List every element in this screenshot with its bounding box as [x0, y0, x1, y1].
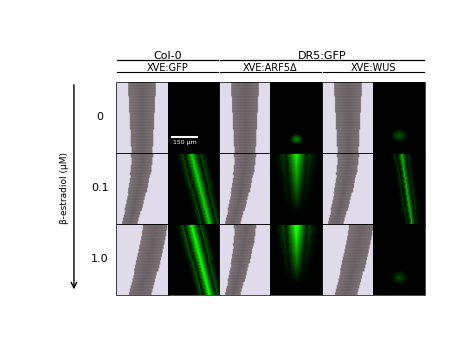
- Text: 0.1: 0.1: [91, 183, 109, 193]
- Text: Col-0: Col-0: [153, 51, 182, 61]
- Bar: [322, 153, 374, 224]
- Text: XVE:WUS: XVE:WUS: [351, 63, 396, 73]
- Bar: [219, 224, 271, 295]
- Text: 150 μm: 150 μm: [173, 141, 196, 145]
- Bar: [116, 224, 168, 295]
- Bar: [168, 153, 219, 224]
- Bar: [374, 82, 425, 153]
- Bar: [322, 224, 374, 295]
- Text: β-estradiol (μM): β-estradiol (μM): [60, 152, 69, 224]
- Bar: [116, 153, 168, 224]
- Text: XVE:GFP: XVE:GFP: [147, 63, 189, 73]
- Bar: [322, 82, 374, 153]
- Bar: [271, 82, 322, 153]
- Text: DR5:GFP: DR5:GFP: [298, 51, 346, 61]
- Bar: [116, 82, 168, 153]
- Text: 1.0: 1.0: [91, 254, 109, 264]
- Bar: [168, 82, 219, 153]
- Text: 0: 0: [96, 113, 103, 122]
- Bar: [271, 224, 322, 295]
- Bar: [374, 224, 425, 295]
- Bar: [271, 153, 322, 224]
- Bar: [219, 82, 271, 153]
- Bar: [219, 153, 271, 224]
- Bar: [168, 224, 219, 295]
- Text: XVE:ARF5Δ: XVE:ARF5Δ: [243, 63, 298, 73]
- Bar: [374, 153, 425, 224]
